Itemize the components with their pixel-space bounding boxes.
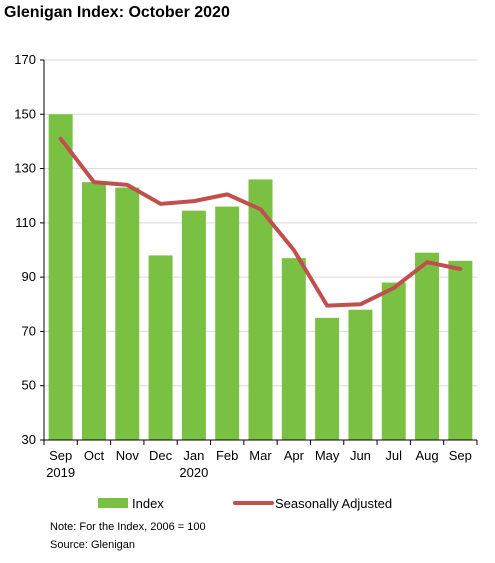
index-bars <box>48 114 473 441</box>
y-axis: 30 50 70 90 110 130 150 170 <box>14 52 45 447</box>
index-note: Note: For the Index, 2006 = 100 <box>50 521 206 533</box>
y-tick-label: 30 <box>22 432 36 447</box>
x-tick-label: Nov <box>116 448 140 463</box>
y-tick-label: 90 <box>22 269 36 284</box>
series-line <box>58 136 463 308</box>
legend-swatch-index <box>98 498 128 508</box>
legend-label-seasonally-adjusted: Seasonally Adjusted <box>275 496 392 511</box>
bar <box>181 210 206 440</box>
bar <box>348 309 373 440</box>
x-tick-label: Jul <box>385 448 402 463</box>
seasonally-adjusted-line <box>58 136 463 308</box>
x-tick-label: Apr <box>284 448 305 463</box>
bar <box>248 179 273 440</box>
x-tick-label: Jan <box>183 448 204 463</box>
x-tick-label: Sep <box>449 448 472 463</box>
bar <box>281 258 306 440</box>
bar <box>415 252 440 440</box>
bar <box>215 206 240 440</box>
x-tick-label: May <box>315 448 340 463</box>
x-tick-label: Aug <box>415 448 438 463</box>
y-tick-label: 110 <box>15 215 36 230</box>
notes: Note: For the Index, 2006 = 100 Source: … <box>50 518 206 554</box>
bar <box>448 260 473 440</box>
x-year-label: 2020 <box>179 465 208 480</box>
x-tick-label: Oct <box>84 448 105 463</box>
x-tick-label: Mar <box>249 448 272 463</box>
bar <box>381 282 406 440</box>
x-year-label: 2019 <box>46 465 75 480</box>
x-tick-label: Jun <box>350 448 371 463</box>
y-tick-label: 130 <box>14 161 36 176</box>
x-tick-label: Sep <box>49 448 72 463</box>
x-tick-label: Dec <box>149 448 173 463</box>
legend: Index Seasonally Adjusted <box>98 496 392 511</box>
bar <box>115 187 140 440</box>
y-tick-label: 50 <box>22 378 36 393</box>
bar <box>148 255 173 440</box>
y-tick-label: 70 <box>22 323 36 338</box>
x-tick-label: Feb <box>216 448 238 463</box>
legend-label-index: Index <box>132 496 164 511</box>
bar <box>315 317 340 440</box>
y-tick-label: 150 <box>14 106 36 121</box>
y-tick-label: 170 <box>14 52 36 67</box>
bar <box>48 114 73 441</box>
source-note: Source: Glenigan <box>50 539 135 551</box>
chart-title: Glenigan Index: October 2020 <box>4 4 230 21</box>
bar <box>81 182 106 440</box>
x-axis: Sep 2019 Oct Nov Dec Jan 2020 Feb Mar Apr May Jun Ju… <box>43 439 478 480</box>
